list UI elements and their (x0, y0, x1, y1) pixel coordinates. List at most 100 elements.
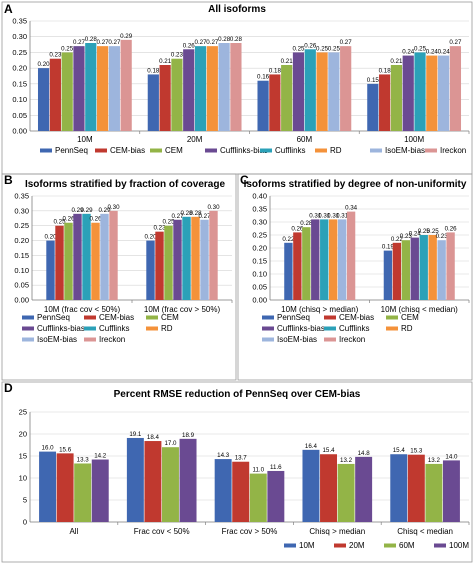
panel-a-bar (316, 52, 328, 131)
panel-a-bar-value-label: 0.21 (281, 58, 294, 65)
panel-letter-c: C (240, 173, 249, 187)
panel-d-legend-swatch (334, 543, 346, 548)
panel-d-bar (320, 454, 337, 522)
panel-a-legend-label: Cufflinks (275, 146, 306, 155)
panel-c-frame (237, 173, 473, 381)
panel-c-bar (383, 250, 393, 300)
panel-b-legend-swatch (22, 326, 34, 331)
panel-b-bar (182, 216, 191, 300)
panel-a-bar-value-label: 0.27 (97, 39, 110, 46)
panel-c-bar-value-label: 0.26 (291, 225, 304, 232)
panel-b-bar-value-label: 0.20 (44, 234, 57, 241)
panel-c-bar-value-label: 0.25 (427, 228, 440, 235)
panel-b-ytick-label: 0.35 (14, 192, 29, 201)
panel-a-legend-label: CEM (165, 146, 183, 155)
panel-b-legend-swatch (22, 315, 34, 320)
panel-d-bar-value-label: 11.6 (270, 464, 282, 471)
panel-b-legend-label: IsoEM-bias (37, 335, 77, 344)
panel-b-bar-value-label: 0.27 (171, 213, 184, 220)
panel-b-bar (91, 222, 100, 300)
panel-a-legend-swatch (150, 148, 162, 153)
panel-a-bar-value-label: 0.25 (328, 45, 341, 52)
panel-a-bar-value-label: 0.25 (414, 45, 427, 52)
panel-d-bar-value-label: 14.3 (217, 452, 230, 459)
panel-a-bar-value-label: 0.26 (304, 42, 317, 49)
panel-a-bar-value-label: 0.20 (38, 61, 51, 68)
panel-a-bar-value-label: 0.24 (402, 49, 415, 56)
panel-b-legend-label: PennSeq (37, 313, 70, 322)
panel-d-bar (302, 449, 320, 522)
panel-c-bar-value-label: 0.31 (336, 212, 349, 219)
panel-a-legend-label: Cufflinks-bias (220, 146, 268, 155)
panel-c-category-label: 10M (chisq > median) (281, 305, 358, 314)
panel-c-bar (419, 235, 428, 300)
panel-letter-b: B (4, 173, 13, 187)
panel-b-frame (1, 173, 237, 381)
panel-a-legend-label: CEM-bias (110, 146, 145, 155)
panel-d-bar-value-label: 13.2 (428, 457, 441, 464)
panel-a-bar (402, 55, 414, 132)
panel-a-bar (328, 52, 340, 131)
panel-c-chart: Isoforms stratified by degree of non-uni… (237, 173, 473, 381)
panel-d-chart: Percent RMSE reduction of PennSeq over C… (1, 381, 473, 563)
panel-c-legend-label: IsoEM-bias (277, 335, 317, 344)
panel-c-bar (401, 240, 410, 300)
panel-c-bar (284, 242, 293, 300)
panel-b-legend-label: CEM (161, 313, 179, 322)
panel-d-ytick-label: 0 (23, 518, 27, 527)
panel-c-ytick-label: 0.30 (252, 218, 267, 227)
panel-a-bar-value-label: 0.28 (218, 36, 231, 43)
panel-c-bar-value-label: 0.31 (318, 212, 331, 219)
panel-c-ytick-label: 0.35 (252, 205, 267, 214)
panel-b-bar (173, 219, 182, 300)
panel-b-bar (209, 210, 218, 300)
panel-c-bar (311, 219, 320, 300)
panel-b-category-label: 10M (frac cov < 50%) (44, 305, 121, 314)
panel-d-legend-label: 20M (349, 541, 365, 550)
panel-c-bar (410, 237, 419, 300)
panel-a-bar (367, 83, 379, 131)
panel-a-ytick-label: 0.30 (12, 32, 27, 41)
panel-a-bar (85, 43, 97, 131)
panel-c-bar-value-label: 0.23 (400, 233, 413, 240)
panel-d-bar (91, 459, 109, 522)
panel-d-bar (214, 459, 232, 522)
panel-b-bar (46, 240, 55, 300)
panel-d-ytick-label: 5 (23, 496, 27, 505)
panel-a-bar-value-label: 0.18 (147, 67, 160, 74)
panel-a-bar (37, 68, 50, 131)
panel-b-bar-value-label: 0.30 (207, 204, 220, 211)
panel-b-legend-label: CEM-bias (99, 313, 134, 322)
panel-a-legend-swatch (425, 148, 437, 153)
panel-a-bar-value-label: 0.25 (61, 45, 74, 52)
panel-b-legend-swatch (84, 337, 96, 342)
panel-d-legend-label: 100M (449, 541, 469, 550)
panel-d-bar (39, 451, 57, 522)
panel-d-bar (407, 454, 425, 522)
panel-c-bar (392, 242, 402, 300)
panel-b-legend-label: RD (161, 324, 173, 333)
panel-a-category-label: 10M (77, 135, 93, 144)
panel-a-bar-value-label: 0.24 (426, 49, 439, 56)
panel-a-bar (304, 49, 316, 131)
panel-a-ytick-label: 0.05 (12, 111, 27, 120)
panel-b-legend-swatch (84, 326, 96, 331)
panel-a-bar (218, 43, 230, 131)
panel-c-ytick-label: 0.10 (252, 270, 267, 279)
panel-d-category-label: Frac cov < 50% (134, 527, 190, 536)
panel-a-bar-value-label: 0.25 (292, 45, 305, 52)
panel-c-bar-value-label: 0.31 (327, 212, 340, 219)
panel-c-legend-swatch (386, 315, 398, 320)
panel-b-ytick-label: 0.25 (14, 221, 29, 230)
panel-b-chart: Isoforms stratified by fraction of cover… (1, 173, 237, 381)
panel-b-ytick-label: 0.30 (14, 206, 29, 215)
panel-a-bar-value-label: 0.23 (171, 52, 184, 59)
panel-c-legend-label: Ireckon (339, 335, 365, 344)
panel-b-bar (191, 216, 200, 300)
panel-c-bar-value-label: 0.25 (418, 228, 431, 235)
panel-d-bar (442, 460, 460, 522)
panel-a-bar (171, 58, 183, 131)
panel-c-legend-swatch (324, 315, 336, 320)
panel-c-legend-label: CEM (401, 313, 419, 322)
panel-a-bar (159, 65, 171, 131)
